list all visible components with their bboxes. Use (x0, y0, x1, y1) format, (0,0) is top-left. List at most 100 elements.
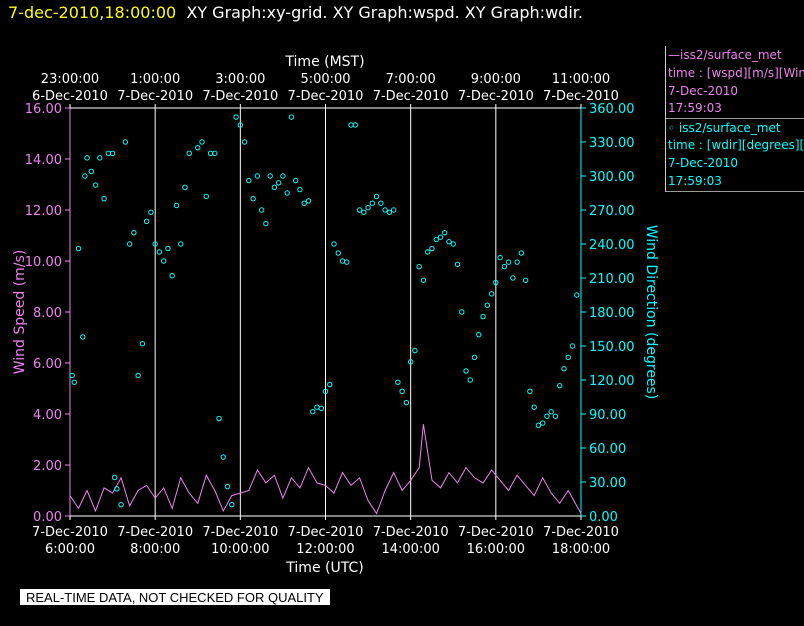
wdir-point (488, 291, 495, 297)
legend-separator (666, 118, 804, 119)
wdir-point (331, 241, 337, 247)
graph-header: 7-dec-2010,18:00:00 XY Graph:xy-grid. XY… (8, 3, 583, 22)
wdir-point (557, 382, 563, 389)
wdir-point (348, 122, 354, 128)
bottom-tick-time: 8:00:00 (130, 542, 180, 557)
wdir-point (258, 207, 265, 213)
bottom-tick-date: 7-Dec-2010 (458, 525, 534, 540)
wdir-point (459, 309, 465, 315)
wdir-point (178, 241, 184, 247)
wdir-point (327, 381, 333, 388)
wdir-point (203, 193, 209, 200)
wdir-point (292, 177, 299, 184)
wdir-point (152, 241, 158, 247)
wdir-point (160, 258, 167, 264)
wdir-point (544, 413, 550, 419)
wdir-point (220, 454, 227, 460)
wdir-point (284, 190, 290, 196)
wdir-point (365, 205, 371, 211)
top-tick-time: 1:00:00 (130, 72, 180, 87)
wdir-point (71, 379, 77, 385)
legend-wdir-date: 7-Dec-2010 (668, 156, 739, 170)
series-line-wspd (69, 424, 582, 515)
wdir-point (471, 354, 478, 361)
left-tick-label: 16.00 (25, 102, 62, 117)
wdir-point (531, 404, 537, 410)
bottom-tick-time: 16:00:00 (467, 542, 525, 557)
wdir-point (539, 420, 546, 426)
wdir-point (484, 302, 491, 308)
wdir-point (561, 365, 567, 372)
wdir-point (420, 277, 427, 283)
right-tick-label: 60.00 (589, 442, 626, 457)
wdir-point (280, 173, 286, 179)
wdir-point (344, 259, 350, 265)
bottom-axis-title: Time (UTC) (285, 560, 363, 576)
left-tick-label: 8.00 (33, 306, 62, 321)
wdir-point (548, 409, 554, 415)
right-tick-label: 180.00 (589, 306, 635, 321)
legend-wspd-desc: time : [wspd][m/s][Wind (668, 66, 804, 80)
wdir-point (425, 249, 431, 255)
wdir-point (361, 209, 367, 215)
wdir-point (254, 173, 261, 179)
wdir-point (552, 413, 559, 419)
wdir-point (131, 229, 137, 236)
legend-wdir-desc: time : [wdir][degrees][W (668, 138, 804, 152)
right-tick-label: 120.00 (589, 374, 635, 389)
top-tick-date: 6-Dec-2010 (32, 89, 108, 104)
bottom-tick-date: 7-Dec-2010 (117, 525, 193, 540)
bottom-tick-date: 7-Dec-2010 (543, 525, 619, 540)
wdir-point (476, 331, 482, 338)
wdir-point (446, 239, 452, 245)
wdir-point (463, 368, 469, 374)
wdir-point (565, 354, 571, 361)
wdir-point (442, 229, 448, 236)
left-tick-label: 10.00 (25, 255, 62, 270)
bottom-tick-time: 12:00:00 (296, 542, 354, 557)
wdir-point (310, 409, 316, 415)
top-tick-date: 7-Dec-2010 (543, 89, 619, 104)
wdir-point (250, 195, 256, 202)
quality-disclaimer: REAL-TIME DATA, NOT CHECKED FOR QUALITY (20, 589, 330, 605)
wdir-point (514, 259, 520, 265)
wdir-point (97, 155, 103, 161)
wdir-point (412, 347, 418, 354)
wdir-point (165, 245, 171, 252)
left-tick-label: 0.00 (33, 510, 62, 525)
wdir-point (263, 220, 269, 227)
legend-separator (666, 191, 804, 192)
wdir-point (493, 279, 499, 286)
bottom-tick-time: 6:00:00 (45, 542, 95, 557)
right-tick-label: 270.00 (589, 204, 635, 219)
bottom-tick-time: 10:00:00 (211, 542, 269, 557)
axes (65, 104, 586, 520)
bottom-tick-date: 7-Dec-2010 (32, 525, 108, 540)
wdir-point (301, 200, 307, 206)
wdir-point (399, 388, 405, 395)
wdir-point (143, 218, 150, 225)
wdir-point (229, 501, 235, 508)
wdir-point (212, 150, 218, 157)
header-timestamp: 7-dec-2010,18:00:00 (8, 3, 177, 22)
left-tick-label: 12.00 (25, 204, 62, 219)
right-axis-label: Wind Direction (degrees) (643, 225, 659, 400)
legend-wdir-name: ◦ iss2/surface_met (668, 121, 781, 135)
wdir-point (275, 180, 282, 186)
bottom-tick-date: 7-Dec-2010 (202, 525, 278, 540)
wdir-point (186, 150, 192, 157)
top-tick-date: 7-Dec-2010 (202, 89, 278, 104)
wdir-point (169, 273, 175, 279)
top-tick-time: 7:00:00 (386, 72, 436, 87)
wdir-point (518, 250, 525, 256)
legend: —iss2/surface_met time : [wspd][m/s][Win… (665, 46, 804, 192)
bottom-tick-date: 7-Dec-2010 (373, 525, 449, 540)
wdir-point (450, 241, 456, 247)
wdir-point (69, 372, 75, 379)
wdir-point (403, 399, 410, 406)
wdir-point (216, 415, 222, 422)
wdir-point (297, 186, 303, 193)
top-axis-title: Time (MST) (284, 54, 364, 70)
wdir-point (195, 144, 201, 151)
right-tick-label: 210.00 (589, 272, 635, 287)
